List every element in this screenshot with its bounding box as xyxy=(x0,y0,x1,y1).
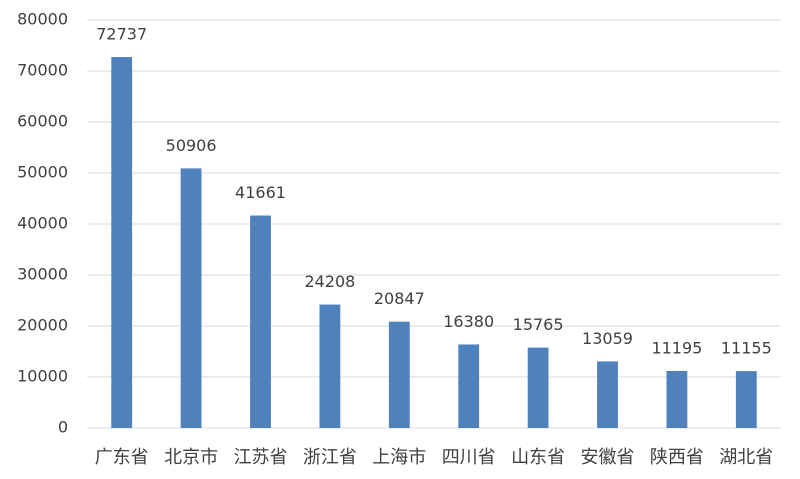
y-tick-label: 20000 xyxy=(17,316,68,335)
bar xyxy=(250,215,271,428)
data-label: 50906 xyxy=(166,136,217,155)
x-tick-label: 浙江省 xyxy=(303,447,357,468)
x-tick-label: 江苏省 xyxy=(234,447,288,468)
y-tick-label: 10000 xyxy=(17,367,68,386)
x-tick-label: 四川省 xyxy=(442,447,496,468)
x-tick-label: 上海市 xyxy=(372,447,426,468)
bar xyxy=(111,57,133,429)
x-tick-label: 陕西省 xyxy=(650,447,704,468)
x-tick-label: 山东省 xyxy=(511,447,565,468)
y-tick-label: 0 xyxy=(58,418,68,437)
bar xyxy=(527,347,549,428)
y-tick-label: 40000 xyxy=(17,214,68,233)
data-label: 13059 xyxy=(582,329,633,348)
data-label: 72737 xyxy=(96,25,147,44)
bar xyxy=(735,371,757,428)
y-tick-label: 30000 xyxy=(17,265,68,284)
bar xyxy=(319,304,341,428)
data-label: 20847 xyxy=(374,289,425,308)
data-label: 11195 xyxy=(651,338,702,357)
y-tick-label: 60000 xyxy=(17,112,68,131)
x-tick-label: 广东省 xyxy=(95,447,149,468)
y-tick-label: 50000 xyxy=(17,163,68,182)
y-tick-label: 80000 xyxy=(17,10,68,29)
data-label: 41661 xyxy=(235,183,286,202)
data-label: 11155 xyxy=(721,339,772,358)
bar xyxy=(458,344,480,428)
bar xyxy=(388,321,410,428)
bar xyxy=(597,361,618,428)
data-label: 15765 xyxy=(513,315,564,334)
x-tick-label: 安徽省 xyxy=(581,447,635,468)
bar xyxy=(666,370,688,428)
data-label: 16380 xyxy=(443,312,494,331)
y-tick-label: 70000 xyxy=(17,61,68,80)
bar xyxy=(180,168,202,428)
x-tick-label: 北京市 xyxy=(164,447,218,468)
data-label: 24208 xyxy=(304,272,355,291)
x-tick-label: 湖北省 xyxy=(719,447,773,468)
